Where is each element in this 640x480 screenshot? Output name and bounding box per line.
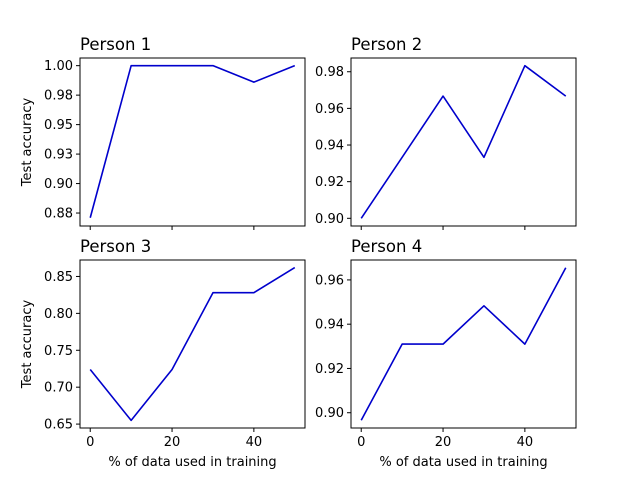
series-line-4 [360, 267, 567, 421]
y-tick-label-2-2: 0.94 [315, 139, 344, 154]
y-tick-label-4-3: 0.96 [315, 273, 344, 288]
y-tick-label-3-3: 0.80 [44, 307, 73, 322]
y-axis-label-1: Test accuracy [20, 98, 35, 188]
panel-title-1: Person 1 [80, 35, 151, 54]
x-tick-label-4-2: 40 [517, 435, 534, 450]
panel-title-2: Person 2 [351, 35, 422, 54]
y-tick-label-3-4: 0.85 [44, 270, 73, 285]
y-tick-label-2-4: 0.98 [315, 65, 344, 80]
series-line-1 [89, 64, 296, 218]
y-tick-label-1-5: 1.00 [44, 59, 73, 74]
y-tick-label-2-0: 0.90 [315, 212, 344, 227]
y-tick-label-4-1: 0.92 [315, 362, 344, 377]
y-tick-label-3-0: 0.65 [44, 418, 73, 433]
x-axis-label-3: % of data used in training [108, 455, 276, 470]
y-tick-label-3-2: 0.75 [44, 344, 73, 359]
x-tick-label-4-1: 20 [435, 435, 452, 450]
y-tick-label-4-0: 0.90 [315, 406, 344, 421]
panel-title-3: Person 3 [80, 237, 151, 256]
y-tick-label-1-4: 0.98 [44, 89, 73, 104]
y-tick-label-1-3: 0.95 [44, 118, 73, 133]
x-tick-label-3-2: 40 [246, 435, 263, 450]
x-tick-label-4-0: 0 [357, 435, 365, 450]
axes-frame-3 [79, 259, 306, 429]
axes-frame-1 [79, 57, 306, 227]
series-line-2 [360, 64, 567, 219]
axes-frame-2 [350, 57, 577, 227]
y-axis-label-3: Test accuracy [20, 300, 35, 390]
y-tick-label-2-3: 0.96 [315, 102, 344, 117]
y-tick-label-3-1: 0.70 [44, 381, 73, 396]
y-tick-label-2-1: 0.92 [315, 175, 344, 190]
x-tick-label-3-1: 20 [164, 435, 181, 450]
x-tick-label-3-0: 0 [86, 435, 94, 450]
y-tick-label-1-0: 0.88 [44, 207, 73, 222]
panel-title-4: Person 4 [351, 237, 422, 256]
axes-frame-4 [350, 259, 577, 429]
y-tick-label-1-2: 0.93 [44, 148, 73, 163]
x-axis-label-4: % of data used in training [379, 455, 547, 470]
y-tick-label-1-1: 0.90 [44, 177, 73, 192]
series-line-3 [89, 266, 296, 422]
y-tick-label-4-2: 0.94 [315, 318, 344, 333]
